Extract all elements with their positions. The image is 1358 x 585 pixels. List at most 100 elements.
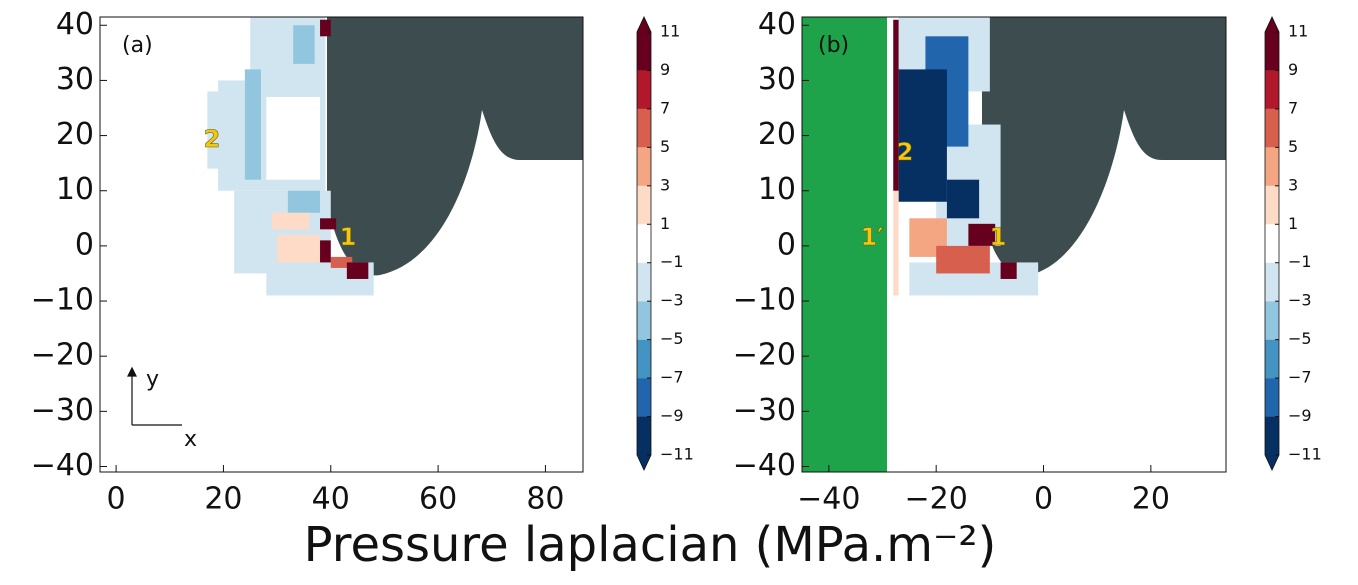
heat-cell	[936, 245, 990, 274]
heat-cell	[207, 91, 235, 169]
colorbar-bin	[1265, 378, 1279, 417]
colorbar-tick-label: −5	[660, 329, 684, 348]
y-tick-label: −30	[733, 393, 796, 428]
colorbar-tick-label: −9	[660, 406, 684, 425]
y-tick-label: −40	[733, 448, 796, 483]
camera-image	[327, 17, 583, 276]
x-tick-label: 20	[1132, 482, 1170, 517]
y-tick-label: 10	[758, 172, 796, 207]
colorbar-bin	[637, 147, 651, 186]
colorbar-bin	[637, 185, 651, 225]
arrow-label: x	[184, 427, 197, 452]
y-tick-label: 10	[56, 172, 94, 207]
colorbar-tick-label: −3	[1288, 291, 1312, 310]
colorbar-bin	[637, 108, 651, 148]
colorbar-tick-label: −11	[660, 445, 694, 464]
y-tick-label: −20	[733, 338, 796, 373]
x-tick-label: −20	[905, 482, 968, 517]
colorbar-bin	[1265, 70, 1279, 109]
colorbar-tick-label: 11	[1288, 22, 1308, 41]
heat-cell	[893, 190, 899, 296]
y-tick-label: 40	[758, 7, 796, 42]
panel-label: (b)	[818, 33, 849, 58]
heat-cell	[346, 262, 369, 279]
heat-cell	[898, 69, 947, 202]
colorbar-tick-label: 11	[660, 22, 680, 41]
annotation: 1	[340, 223, 357, 251]
x-tick-label: −40	[797, 482, 860, 517]
colorbar-tick-label: 1	[660, 214, 670, 233]
x-tick-label: 20	[204, 482, 242, 517]
plot-area	[802, 17, 1226, 472]
arrow-label: y	[146, 367, 159, 392]
heat-cell	[320, 240, 331, 263]
colorbar-bin	[1265, 339, 1279, 379]
annotation: 1′	[860, 223, 883, 251]
colorbar-tick-label: −9	[1288, 406, 1312, 425]
axes-frame	[801, 16, 1227, 473]
y-tick-label: −30	[31, 393, 94, 428]
y-tick-label: 20	[56, 117, 94, 152]
colorbar-tick-label: −7	[660, 368, 684, 387]
colorbar-extend	[1265, 455, 1279, 470]
x-tick-label: 80	[526, 482, 564, 517]
heat-cell	[293, 25, 315, 64]
colorbar-bin	[1265, 416, 1279, 455]
colorbar-tick-label: 5	[1288, 137, 1298, 156]
y-tick-label: −20	[31, 338, 94, 373]
colorbar-tick-label: 3	[1288, 175, 1298, 194]
x-tick-label: 0	[1034, 482, 1053, 517]
y-tick-label: 0	[75, 227, 94, 262]
plot-area	[207, 17, 583, 296]
heat-cell	[893, 19, 899, 191]
colorbar-bin	[637, 32, 651, 71]
y-tick-label: 40	[56, 7, 94, 42]
colorbar-tick-label: 3	[660, 175, 670, 194]
y-tick-label: 30	[56, 62, 94, 97]
heat-cell	[968, 223, 996, 246]
heat-cell	[1000, 262, 1017, 279]
heat-cell	[946, 179, 980, 219]
heat-cell	[244, 69, 261, 180]
annotation: 2	[204, 125, 221, 153]
y-tick-label: −10	[733, 283, 796, 318]
colorbar-tick-label: −3	[660, 291, 684, 310]
heat-cell	[320, 218, 337, 230]
axis-arrows	[127, 366, 182, 426]
colorbar-tick-label: 1	[1288, 214, 1298, 233]
colorbar-extend	[1265, 17, 1279, 32]
colorbar-bin	[1265, 32, 1279, 71]
colorbar-tick-label: 7	[660, 98, 670, 117]
heat-cell	[320, 19, 331, 37]
heat-cell	[287, 190, 321, 213]
colorbar-tick-label: 5	[660, 137, 670, 156]
y-tick-label: −10	[31, 283, 94, 318]
colorbar-tick-label: −11	[1288, 445, 1322, 464]
colorbar-bin	[1265, 301, 1279, 340]
colorbar-tick-label: −5	[1288, 329, 1312, 348]
colorbar-bin	[637, 378, 651, 417]
colorbar-bin	[1265, 108, 1279, 148]
annotation: 2	[897, 138, 914, 166]
panel-label: (a)	[122, 33, 153, 58]
colorbar-tick-label: 7	[1288, 98, 1298, 117]
colorbar-bin	[637, 70, 651, 109]
colorbar-bin	[637, 339, 651, 379]
y-tick-label: 20	[758, 117, 796, 152]
axes-frame	[99, 16, 584, 473]
y-tick-label: −40	[31, 448, 94, 483]
arrow-head	[127, 366, 137, 377]
heat-cell	[266, 96, 321, 180]
y-tick-label: 30	[758, 62, 796, 97]
camera-image	[982, 17, 1226, 276]
colorbar-bin	[637, 224, 651, 263]
colorbar-bin	[637, 416, 651, 455]
x-tick-label: 40	[312, 482, 350, 517]
colorbar-bin	[1265, 147, 1279, 186]
colorbar-tick-label: 9	[1288, 60, 1298, 79]
x-tick-label: 60	[419, 482, 457, 517]
colorbar-tick-label: 9	[660, 60, 670, 79]
heat-cell	[277, 234, 321, 263]
colorbar-bin	[637, 262, 651, 302]
